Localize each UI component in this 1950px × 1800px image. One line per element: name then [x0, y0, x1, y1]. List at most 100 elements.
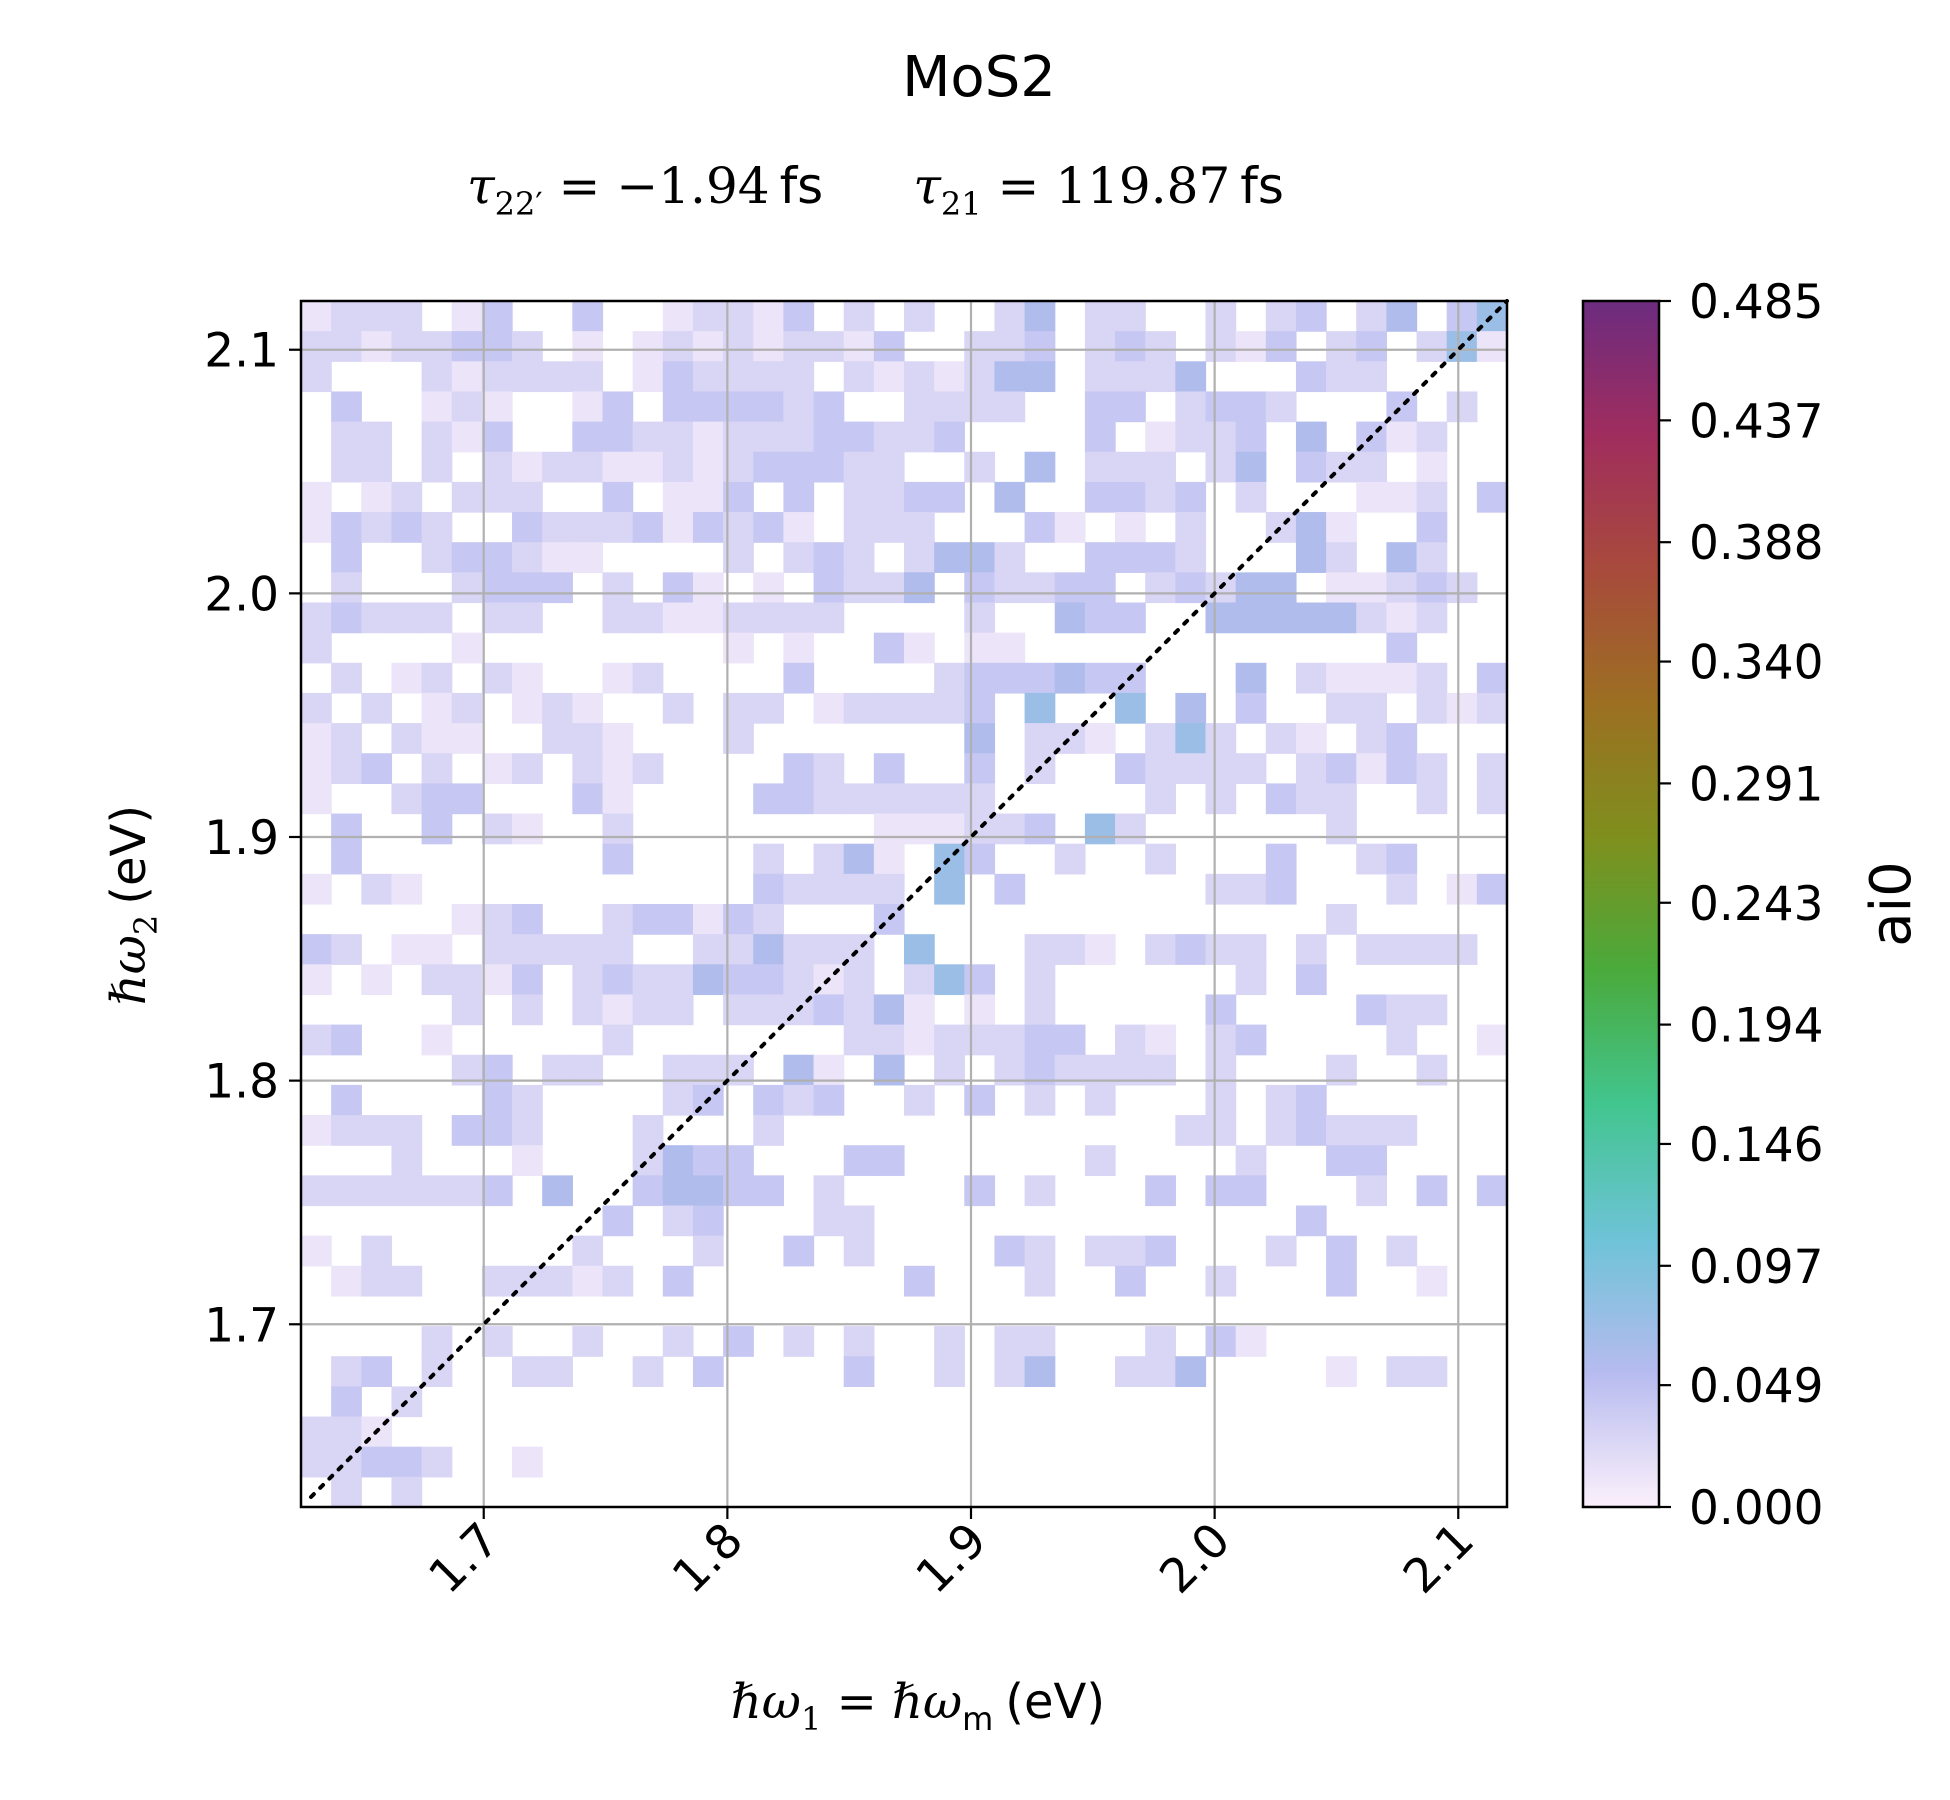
heatmap-cell	[1326, 1356, 1357, 1387]
heatmap-cell	[1356, 1115, 1387, 1146]
heatmap-cell	[1416, 662, 1448, 694]
heatmap-cell	[1054, 572, 1086, 604]
heatmap-cell	[481, 361, 513, 393]
heatmap-cell	[391, 1265, 423, 1297]
heatmap-cell	[662, 1265, 694, 1297]
heatmap-cell	[421, 421, 453, 453]
subtitle-tau-left-unit: fs	[780, 157, 824, 215]
heatmap-cell	[1145, 331, 1176, 362]
heatmap-cell	[331, 1084, 362, 1116]
heatmap-cell	[542, 512, 573, 543]
heatmap-cell	[301, 1235, 332, 1267]
heatmap-cell	[1145, 843, 1176, 875]
heatmap-cell	[1416, 994, 1448, 1026]
heatmap-cell	[1386, 481, 1418, 513]
heatmap-cell	[1386, 934, 1418, 965]
heatmap-cell	[994, 361, 1026, 393]
heatmap-cell	[451, 904, 483, 935]
heatmap-cell	[964, 602, 996, 634]
heatmap-cell	[873, 692, 905, 724]
heatmap-cell	[904, 1084, 935, 1116]
heatmap-cell	[481, 1084, 513, 1116]
heatmap-cell	[813, 692, 845, 724]
heatmap-cell	[692, 512, 724, 543]
heatmap-cell	[692, 481, 724, 513]
heatmap-cell	[1356, 692, 1387, 724]
heatmap-cell	[421, 934, 453, 965]
heatmap-cell	[421, 331, 453, 362]
heatmap-cell	[934, 1326, 965, 1357]
heatmap-cell	[904, 542, 935, 573]
heatmap-cell	[813, 753, 845, 784]
heatmap-cell	[964, 813, 996, 845]
heatmap-cell	[301, 723, 332, 754]
heatmap-cell	[391, 662, 423, 694]
heatmap-cell	[692, 361, 724, 393]
colorbar-tick-label: 0.437	[1689, 394, 1824, 449]
heatmap-cell	[843, 1145, 875, 1176]
heatmap-cell	[843, 783, 875, 815]
heatmap-cell	[1476, 331, 1508, 362]
heatmap-cell	[934, 873, 965, 905]
heatmap-cell	[843, 331, 875, 362]
heatmap-cell	[1205, 331, 1237, 362]
heatmap-cell	[813, 934, 845, 965]
heatmap-cell	[1265, 331, 1297, 362]
heatmap-cell	[904, 301, 935, 332]
heatmap-cell	[1175, 572, 1207, 604]
ylabel-unit: (eV)	[101, 805, 157, 905]
heatmap-cell	[391, 873, 423, 905]
heatmap-cell	[994, 873, 1026, 905]
heatmap-cell	[1205, 1115, 1237, 1146]
heatmap-cell	[904, 1265, 935, 1297]
colorbar-tick-label: 0.194	[1689, 999, 1824, 1054]
heatmap-cell	[1265, 1084, 1297, 1116]
heatmap-cell	[361, 301, 393, 332]
x-tick-label: 1.9	[906, 1513, 998, 1605]
heatmap-cell	[934, 481, 965, 513]
heatmap-cell	[1235, 451, 1267, 483]
heatmap-cell	[1265, 783, 1297, 815]
heatmap-cell	[1295, 1205, 1327, 1237]
heatmap-cell	[602, 421, 634, 453]
heatmap-cell	[1265, 723, 1297, 754]
heatmap-cell	[1265, 602, 1297, 634]
heatmap-cell	[1386, 421, 1418, 453]
heatmap-cell	[421, 723, 453, 754]
heatmap-cell	[934, 813, 965, 845]
heatmap-cell	[1326, 542, 1357, 573]
heatmap-cell	[1386, 873, 1418, 905]
heatmap-cell	[873, 753, 905, 784]
heatmap-cell	[873, 421, 905, 453]
heatmap-cell	[451, 301, 483, 332]
heatmap-cell	[1416, 331, 1448, 362]
heatmap-cell	[451, 1115, 483, 1146]
heatmap-cell	[421, 692, 453, 724]
heatmap-cell	[1084, 331, 1116, 362]
heatmap-cell	[1084, 723, 1116, 754]
heatmap-cell	[1175, 1356, 1207, 1387]
heatmap-cell	[994, 481, 1026, 513]
heatmap-cell	[1115, 301, 1146, 332]
heatmap-cell	[1024, 1175, 1056, 1207]
heatmap-cell	[421, 542, 453, 573]
heatmap-cell	[632, 451, 664, 483]
heatmap-cell	[331, 512, 362, 543]
heatmap-cell	[481, 602, 513, 634]
heatmap-cell	[1084, 451, 1116, 483]
heatmap-cell	[1205, 1326, 1237, 1357]
heatmap-cell	[512, 1356, 543, 1387]
heatmap-cell	[451, 692, 483, 724]
heatmap-cell	[1175, 542, 1207, 573]
heatmap-cell	[481, 542, 513, 573]
heatmap-cell	[361, 753, 393, 784]
heatmap-cell	[632, 421, 664, 453]
heatmap-cell	[1356, 481, 1387, 513]
heatmap-cell	[331, 602, 362, 634]
heatmap-cell	[873, 813, 905, 845]
heatmap-cell	[783, 361, 815, 393]
heatmap-cell	[572, 421, 604, 453]
heatmap-cell	[1386, 753, 1418, 784]
subtitle-tau-right-unit: fs	[1240, 157, 1284, 215]
colorbar-tick-label: 0.388	[1689, 516, 1824, 571]
